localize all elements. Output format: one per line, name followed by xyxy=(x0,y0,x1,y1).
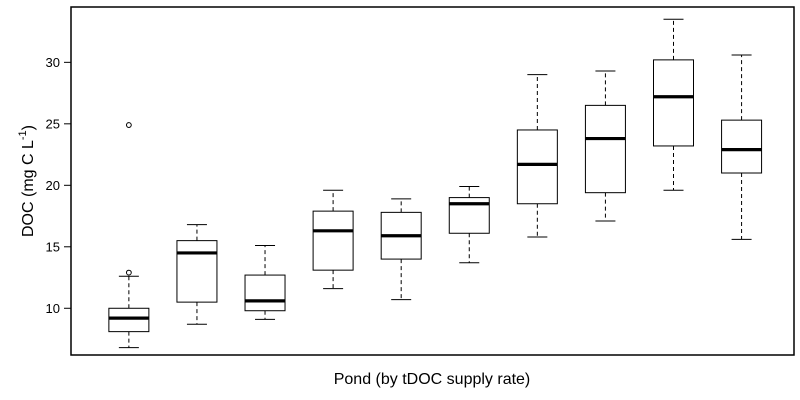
iqr-box xyxy=(653,59,694,147)
box-1 xyxy=(108,122,150,349)
outlier-point xyxy=(125,269,132,276)
iqr-box xyxy=(516,129,558,205)
box-10 xyxy=(721,54,763,240)
box-2 xyxy=(176,224,218,325)
box-7 xyxy=(516,74,558,238)
y-axis-label: DOC (mg C L-1) xyxy=(17,125,37,237)
y-tick-label: 30 xyxy=(46,55,60,70)
iqr-box xyxy=(721,119,763,174)
y-axis-label-close: ) xyxy=(20,125,37,130)
y-axis-label-main: DOC (mg C L xyxy=(20,140,37,237)
box-3 xyxy=(244,245,286,320)
box-8 xyxy=(584,70,626,222)
plot-frame xyxy=(70,6,795,356)
y-tick-label: 10 xyxy=(46,301,60,316)
x-axis-label: Pond (by tDOC supply rate) xyxy=(334,371,531,388)
y-tick-label: 25 xyxy=(46,116,60,131)
boxes-group xyxy=(108,18,763,349)
box-4 xyxy=(312,189,354,290)
y-axis-label-superscript: -1 xyxy=(17,130,29,140)
box-6 xyxy=(448,186,490,264)
box-5 xyxy=(380,198,422,301)
y-axis: 10 15 20 25 30 xyxy=(46,55,71,316)
iqr-box xyxy=(312,210,354,271)
iqr-box xyxy=(108,307,150,333)
iqr-box xyxy=(244,274,286,312)
y-tick-label: 15 xyxy=(46,239,60,254)
iqr-box xyxy=(176,240,218,303)
y-tick-label: 20 xyxy=(46,178,60,193)
box-9 xyxy=(653,18,694,191)
outlier-point xyxy=(125,122,132,128)
iqr-box xyxy=(584,104,626,194)
